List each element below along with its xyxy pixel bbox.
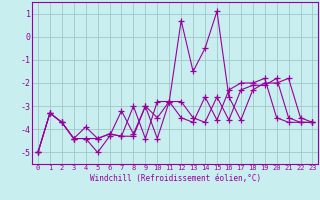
X-axis label: Windchill (Refroidissement éolien,°C): Windchill (Refroidissement éolien,°C) [90,174,261,183]
